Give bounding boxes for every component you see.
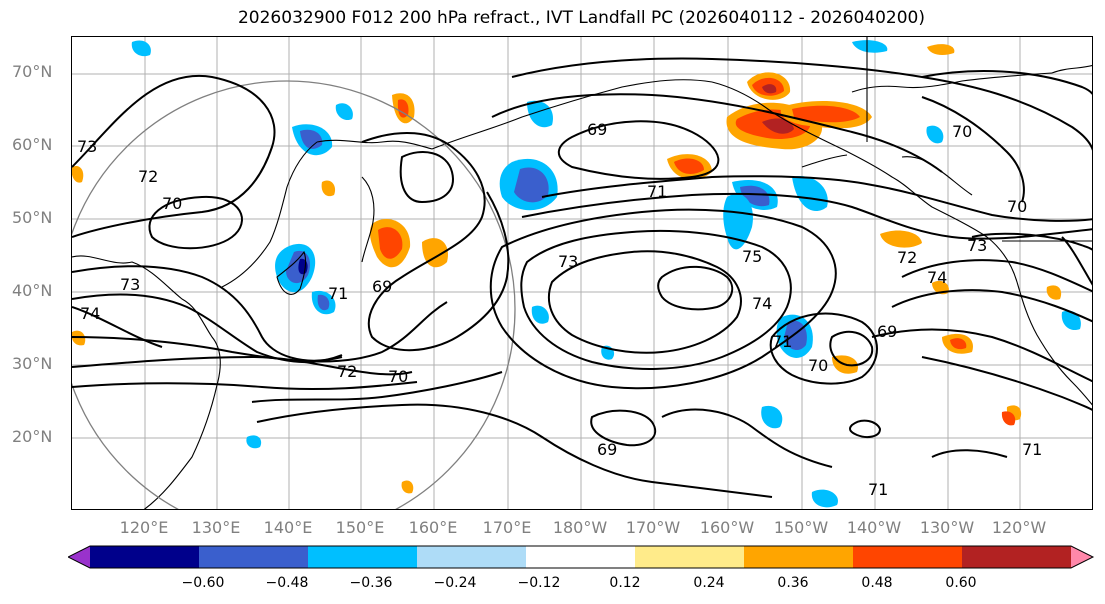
colorbar-tick: 0.60 xyxy=(945,575,977,591)
contour-label: 70 xyxy=(808,356,828,375)
lat-label-50n: 50°N xyxy=(12,208,53,227)
lat-label-60n: 60°N xyxy=(12,135,53,154)
colorbar-extend-max xyxy=(1071,546,1093,568)
colorbar-segment xyxy=(199,546,309,568)
colorbar-tick: −0.36 xyxy=(349,575,393,591)
contour-label: 71 xyxy=(868,480,888,499)
graticule xyxy=(72,37,1092,509)
contour-label: 72 xyxy=(897,248,917,267)
lon-label: 160°W xyxy=(699,518,755,537)
colorbar-tick: −0.48 xyxy=(265,575,309,591)
colorbar-tick: 0.12 xyxy=(609,575,641,591)
contour-label: 69 xyxy=(597,440,617,459)
contour-label: 73 xyxy=(967,236,987,255)
lon-label: 150°W xyxy=(773,518,829,537)
shaded-anomaly-fields xyxy=(72,40,1081,508)
contour-label: 71 xyxy=(772,332,792,351)
lon-label: 120°E xyxy=(119,518,169,537)
lon-label: 160°E xyxy=(408,518,458,537)
contour-label: 73 xyxy=(120,275,140,294)
map-title: 2026032900 F012 200 hPa refract., IVT La… xyxy=(237,8,925,28)
colorbar-segment xyxy=(417,546,527,568)
colorbar-tick: 0.24 xyxy=(693,575,725,591)
contour-label: 69 xyxy=(877,322,897,341)
contour-label: 75 xyxy=(742,247,762,266)
colorbar-tick: 0.36 xyxy=(777,575,809,591)
contour-labels: 72 70 73 74 69 71 72 70 69 73 69 71 75 7… xyxy=(77,120,1042,499)
colorbar-tick: −0.12 xyxy=(517,575,561,591)
contour-label: 70 xyxy=(1007,197,1027,216)
colorbar-segment xyxy=(962,546,1072,568)
colorbar-segments xyxy=(68,546,1093,568)
contour-label: 73 xyxy=(558,252,578,271)
contour-label: 70 xyxy=(388,367,408,386)
colorbar-tick: 0.48 xyxy=(861,575,893,591)
lon-label: 120°W xyxy=(991,518,1047,537)
contour-label: 72 xyxy=(337,362,357,381)
lat-label-20n: 20°N xyxy=(12,427,53,446)
contour-label: 71 xyxy=(328,284,348,303)
lon-label: 170°W xyxy=(625,518,681,537)
colorbar-segment xyxy=(853,546,963,568)
colorbar-segment xyxy=(308,546,418,568)
lon-label: 150°E xyxy=(335,518,385,537)
lon-label: 140°W xyxy=(846,518,902,537)
reference-circle xyxy=(72,80,516,509)
contour-label: 74 xyxy=(752,294,772,313)
lon-label: 130°W xyxy=(919,518,975,537)
contour-label: 71 xyxy=(1022,440,1042,459)
contour-lines xyxy=(72,57,1092,498)
contour-label: 70 xyxy=(952,122,972,141)
colorbar-segment xyxy=(744,546,854,568)
lon-label: 180°W xyxy=(552,518,608,537)
contour-label: 69 xyxy=(372,277,392,296)
contour-label: 71 xyxy=(647,182,667,201)
lat-label-70n: 70°N xyxy=(12,62,53,81)
contour-label: 73 xyxy=(77,137,97,156)
contour-label: 69 xyxy=(587,120,607,139)
contour-label: 70 xyxy=(162,194,182,213)
map-canvas: 72 70 73 74 69 71 72 70 69 73 69 71 75 7… xyxy=(72,37,1092,509)
contour-label: 74 xyxy=(927,268,947,287)
colorbar-tick: −0.60 xyxy=(181,575,225,591)
lat-label-40n: 40°N xyxy=(12,281,53,300)
map-panel: 72 70 73 74 69 71 72 70 69 73 69 71 75 7… xyxy=(71,36,1093,510)
colorbar-segment xyxy=(635,546,745,568)
colorbar xyxy=(68,545,1095,569)
lon-label: 170°E xyxy=(482,518,532,537)
colorbar-segment xyxy=(90,546,200,568)
contour-label: 72 xyxy=(138,167,158,186)
colorbar-extend-min xyxy=(68,546,90,568)
lon-label: 130°E xyxy=(191,518,241,537)
colorbar-tick: −0.24 xyxy=(433,575,477,591)
colorbar-segment xyxy=(526,546,636,568)
lon-label: 140°E xyxy=(263,518,313,537)
contour-label: 74 xyxy=(80,304,100,323)
lat-label-30n: 30°N xyxy=(12,354,53,373)
